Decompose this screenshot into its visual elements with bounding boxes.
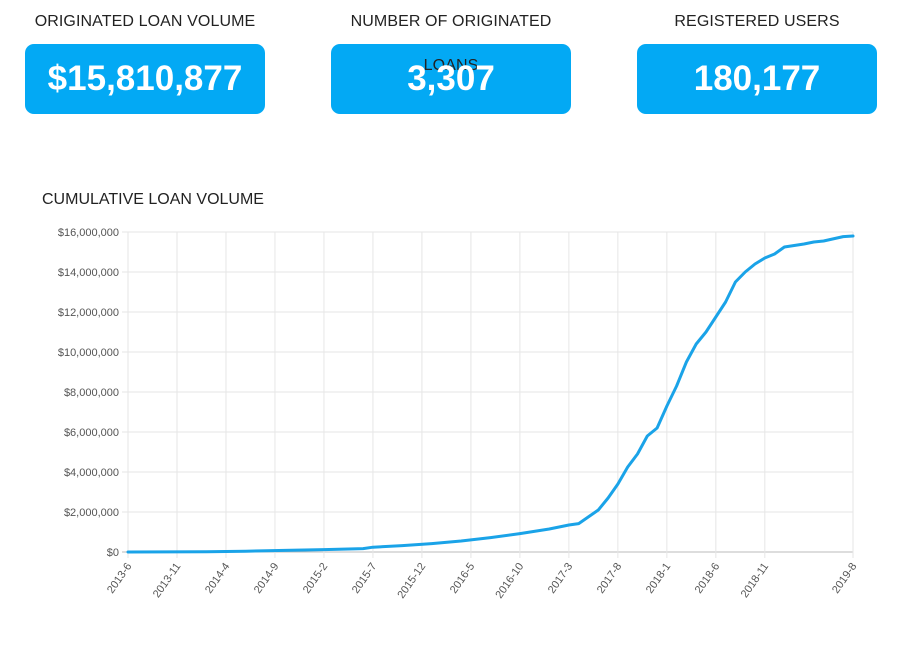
x-tick-label: 2019-8: [830, 561, 859, 596]
x-tick-label: 2018-11: [739, 561, 772, 600]
x-tick-label: 2013-6: [105, 561, 134, 596]
y-tick-label: $12,000,000: [58, 307, 119, 319]
kpi-loan-volume: ORIGINATED LOAN VOLUME $15,810,877: [25, 0, 265, 114]
x-tick-label: 2013-11: [151, 561, 184, 600]
y-tick-label: $16,000,000: [58, 227, 119, 239]
x-tick-label: 2016-10: [493, 561, 526, 601]
x-tick-label: 2018-1: [644, 561, 673, 596]
kpi-label: NUMBER OF ORIGINATED LOANS: [350, 13, 552, 74]
kpi-value-card: 180,177: [637, 44, 877, 114]
x-tick-label: 2015-12: [395, 561, 428, 601]
x-tick-label: 2016-5: [448, 561, 477, 596]
kpi-registered-users: REGISTERED USERS 180,177: [637, 0, 877, 114]
kpi-label: ORIGINATED LOAN VOLUME: [34, 13, 256, 30]
x-tick-label: 2017-3: [546, 561, 575, 596]
kpi-value: 180,177: [693, 59, 821, 98]
y-tick-label: $2,000,000: [64, 507, 119, 519]
x-tick-label: 2015-2: [301, 561, 330, 596]
kpi-value: 3,307: [407, 59, 495, 98]
kpi-value: $15,810,877: [47, 59, 243, 98]
y-tick-label: $0: [107, 547, 119, 559]
series-line: [126, 234, 855, 554]
y-tick-label: $4,000,000: [64, 467, 119, 479]
kpi-value-card: 3,307: [331, 44, 571, 114]
x-tick-label: 2017-8: [595, 561, 624, 596]
y-tick-label: $8,000,000: [64, 387, 119, 399]
chart-title: CUMULATIVE LOAN VOLUME: [42, 191, 264, 208]
x-tick-label: 2015-7: [350, 561, 379, 596]
kpi-loan-count: NUMBER OF ORIGINATED LOANS 3,307: [331, 0, 571, 114]
y-tick-label: $6,000,000: [64, 427, 119, 439]
kpi-label: REGISTERED USERS: [674, 13, 840, 30]
y-tick-label: $14,000,000: [58, 267, 119, 279]
x-tick-label: 2014-9: [252, 561, 281, 596]
x-tick-label: 2014-4: [203, 561, 232, 596]
x-tick-label: 2018-6: [693, 561, 722, 596]
y-tick-label: $10,000,000: [58, 347, 119, 359]
kpi-value-card: $15,810,877: [25, 44, 265, 114]
